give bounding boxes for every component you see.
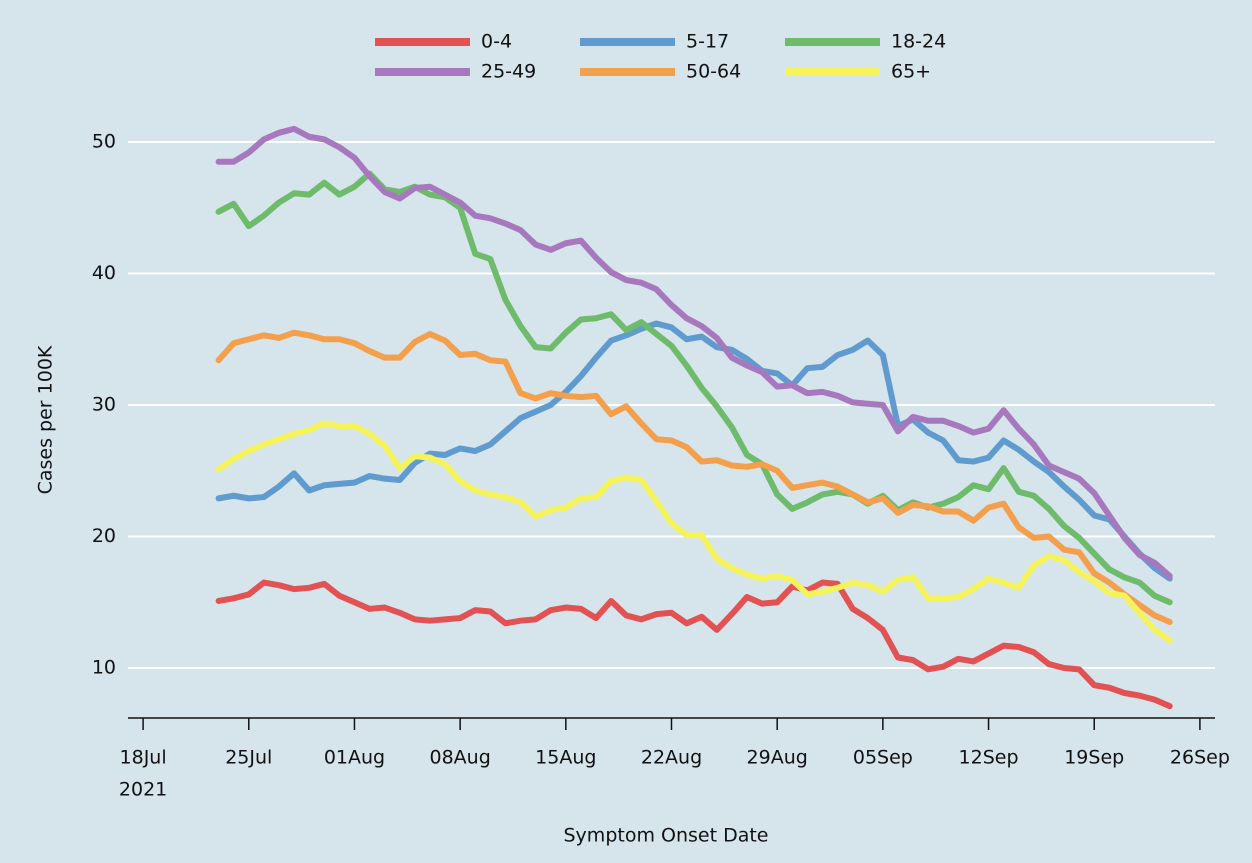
x-tick-label: 05Sep — [853, 747, 913, 769]
x-tick-label: 25Jul — [225, 747, 272, 769]
x-tick-label: 26Sep — [1170, 747, 1230, 769]
series-line — [215, 579, 1173, 710]
x-axis-label: Symptom Onset Date — [564, 825, 769, 847]
x-tick-label: 08Aug — [429, 747, 490, 769]
legend-label: 18-24 — [891, 31, 946, 53]
x-tick-label: 22Aug — [641, 747, 702, 769]
y-tick-label: 10 — [92, 657, 116, 679]
series-line — [215, 329, 1173, 625]
x-tick-label: 12Sep — [959, 747, 1019, 769]
x-year-label: 2021 — [119, 779, 167, 801]
x-tick-label: 18Jul — [120, 747, 167, 769]
y-tick-label: 20 — [92, 525, 116, 547]
x-tick-label: 01Aug — [324, 747, 385, 769]
legend-label: 0-4 — [481, 31, 512, 53]
series-line — [215, 125, 1173, 579]
legend-label: 50-64 — [686, 61, 741, 83]
y-tick-label: 50 — [92, 131, 116, 153]
y-tick-label: 30 — [92, 394, 116, 416]
legend-label: 25-49 — [481, 61, 536, 83]
y-tick-label: 40 — [92, 262, 116, 284]
legend-label: 5-17 — [686, 31, 729, 53]
x-tick-label: 19Sep — [1064, 747, 1124, 769]
series-line — [215, 420, 1173, 644]
x-tick-label: 29Aug — [747, 747, 808, 769]
series-line — [215, 320, 1173, 582]
legend-label: 65+ — [891, 61, 931, 83]
x-tick-label: 15Aug — [535, 747, 596, 769]
y-axis-label: Cases per 100K — [35, 345, 57, 494]
